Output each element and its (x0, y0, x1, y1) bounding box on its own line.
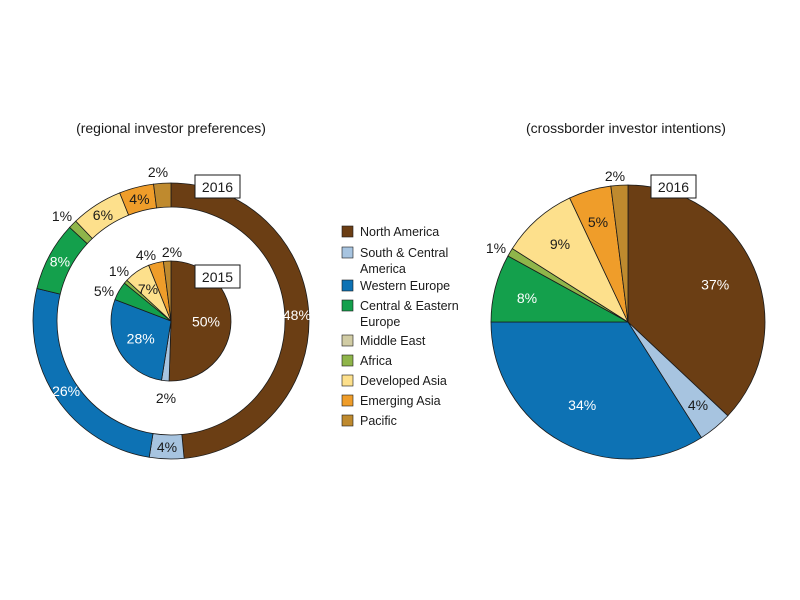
crossborder-label-emerging-asia: 5% (588, 214, 608, 230)
inner-2015-label-central-and-eastern-europe: 5% (94, 283, 114, 299)
outer-2016-label-developed-asia: 6% (93, 207, 113, 223)
crossborder-label-africa: 1% (486, 240, 506, 256)
legend-item-middle-east: Middle East (341, 334, 426, 348)
legend-swatch-central-and-eastern-europe (341, 299, 354, 312)
legend-label-pacific: Pacific (360, 414, 397, 428)
outer-2016-label-pacific: 2% (148, 164, 168, 180)
donut-2015-ring: 50% 2% 28% 5% 1% 7% 4% 2% (94, 244, 232, 406)
legend-label-middle-east: Middle East (360, 334, 426, 348)
year-label-2016-crossborder: 2016 (650, 174, 697, 199)
outer-2016-label-western-europe: 26% (52, 383, 80, 399)
inner-2015-label-pacific: 2% (162, 244, 182, 260)
crossborder-label-developed-asia: 9% (550, 236, 570, 252)
outer-2016-label-south-and-central-america: 4% (157, 439, 177, 455)
svg-text:2015: 2015 (202, 269, 233, 285)
inner-2015-label-developed-asia: 7% (138, 281, 158, 297)
legend-label-developed-asia: Developed Asia (360, 374, 447, 388)
outer-2016-label-north-america: 48% (283, 307, 311, 323)
outer-2016-label-central-and-eastern-europe: 8% (50, 254, 70, 270)
pie-crossborder: 37% 4% 34% 8% 1% 9% 5% 2% (486, 168, 766, 460)
crossborder-label-central-and-eastern-europe: 8% (517, 290, 537, 306)
svg-text:2016: 2016 (658, 179, 689, 195)
legend-swatch-pacific (341, 414, 354, 427)
legend-item-central-and-eastern-europe: Central & Eastern Europe (341, 299, 459, 329)
legend-label-emerging-asia: Emerging Asia (360, 394, 441, 408)
legend-swatch-western-europe (341, 279, 354, 292)
legend-item-western-europe: Western Europe (341, 279, 450, 293)
legend-label-north-america: North America (360, 225, 439, 239)
legend: North America South & Central America Weste… (341, 225, 459, 428)
inner-2015-slice-north-america (168, 260, 232, 382)
inner-2015-slice-western-europe (110, 299, 172, 381)
year-label-2015-inner: 2015 (194, 264, 241, 289)
legend-item-pacific: Pacific (341, 414, 397, 428)
outer-2016-label-africa: 1% (52, 208, 72, 224)
outer-2016-slice-pacific (153, 182, 172, 209)
legend-label-south-and-central-america: America (360, 262, 406, 276)
legend-swatch-north-america (341, 225, 354, 238)
legend-swatch-south-and-central-america (341, 246, 354, 259)
outer-2016-label-emerging-asia: 4% (129, 191, 149, 207)
left-chart-title: (regional investor preferences) (76, 120, 266, 136)
inner-2015-label-western-europe: 28% (127, 331, 155, 347)
legend-label-south-and-central-america: South & Central (360, 246, 448, 260)
legend-item-developed-asia: Developed Asia (341, 374, 447, 388)
crossborder-label-south-and-central-america: 4% (688, 397, 708, 413)
legend-label-western-europe: Western Europe (360, 279, 450, 293)
legend-item-emerging-asia: Emerging Asia (341, 394, 441, 408)
crossborder-slice-western-europe (490, 321, 702, 460)
legend-swatch-middle-east (341, 334, 354, 347)
legend-label-africa: Africa (360, 354, 392, 368)
legend-item-africa: Africa (341, 354, 392, 368)
legend-swatch-emerging-asia (341, 394, 354, 407)
crossborder-slice-pacific (610, 184, 629, 323)
legend-item-south-and-central-america: South & Central America (341, 246, 448, 276)
inner-2015-label-north-america: 50% (192, 314, 220, 330)
crossborder-label-western-europe: 34% (568, 397, 596, 413)
legend-item-north-america: North America (341, 225, 439, 239)
donut-2016-ring: 48% 4% 26% 8% 1% 6% 4% 2% (32, 164, 311, 460)
legend-swatch-africa (341, 354, 354, 367)
legend-label-central-and-eastern-europe: Europe (360, 315, 400, 329)
crossborder-label-pacific: 2% (605, 168, 625, 184)
crossborder-label-north-america: 37% (701, 276, 729, 292)
inner-2015-label-south-and-central-america: 2% (156, 390, 176, 406)
legend-label-central-and-eastern-europe: Central & Eastern (360, 299, 459, 313)
right-chart-title: (crossborder investor intentions) (526, 120, 726, 136)
year-label-2016-outer: 2016 (194, 174, 241, 199)
legend-swatch-developed-asia (341, 374, 354, 387)
inner-2015-slice-pacific (162, 260, 172, 322)
inner-2015-label-emerging-asia: 4% (136, 247, 156, 263)
inner-2015-label-africa: 1% (109, 263, 129, 279)
svg-text:2016: 2016 (202, 179, 233, 195)
